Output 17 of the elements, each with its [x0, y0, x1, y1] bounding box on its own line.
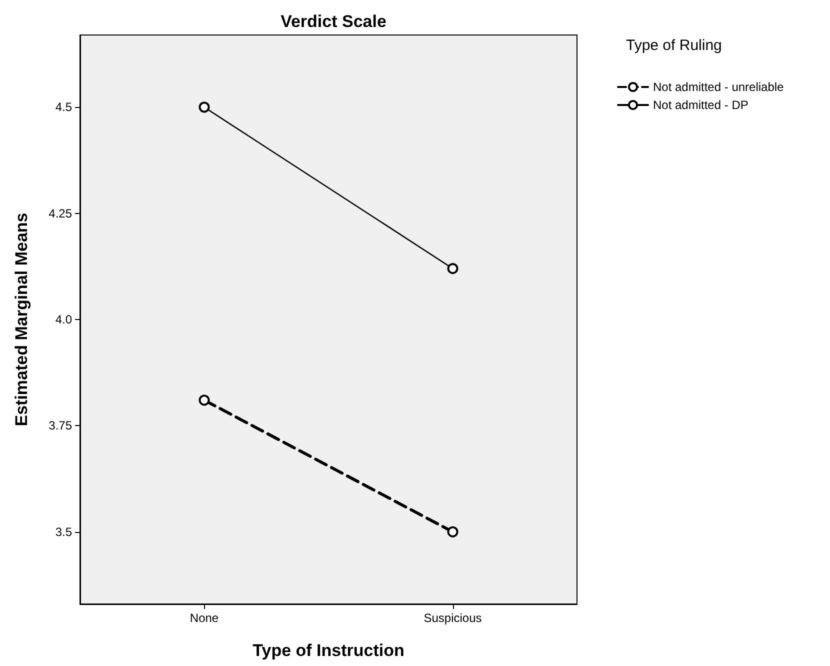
x-tick-label: Suspicious [424, 611, 482, 625]
point [447, 526, 458, 538]
point [198, 394, 210, 406]
y-tick-label: 4.0 [55, 312, 72, 326]
y-tick-label: 4.5 [55, 100, 72, 114]
legend-label: Not admitted - DP [653, 98, 748, 112]
legend-label: Not admitted - unreliable [653, 80, 784, 94]
legend-title: Type of Ruling [626, 37, 722, 54]
y-tick-label: 3.75 [48, 418, 72, 433]
x-axis-title: Type of Instruction [252, 641, 404, 660]
point [198, 102, 210, 113]
y-tick-label: 3.5 [55, 524, 72, 539]
chart-title: Verdict Scale [280, 12, 386, 31]
point [447, 263, 458, 274]
x-tick-label: None [190, 611, 219, 625]
y-axis-title: Estimated Marginal Means [12, 212, 31, 426]
y-tick-label: 4.25 [48, 206, 72, 220]
